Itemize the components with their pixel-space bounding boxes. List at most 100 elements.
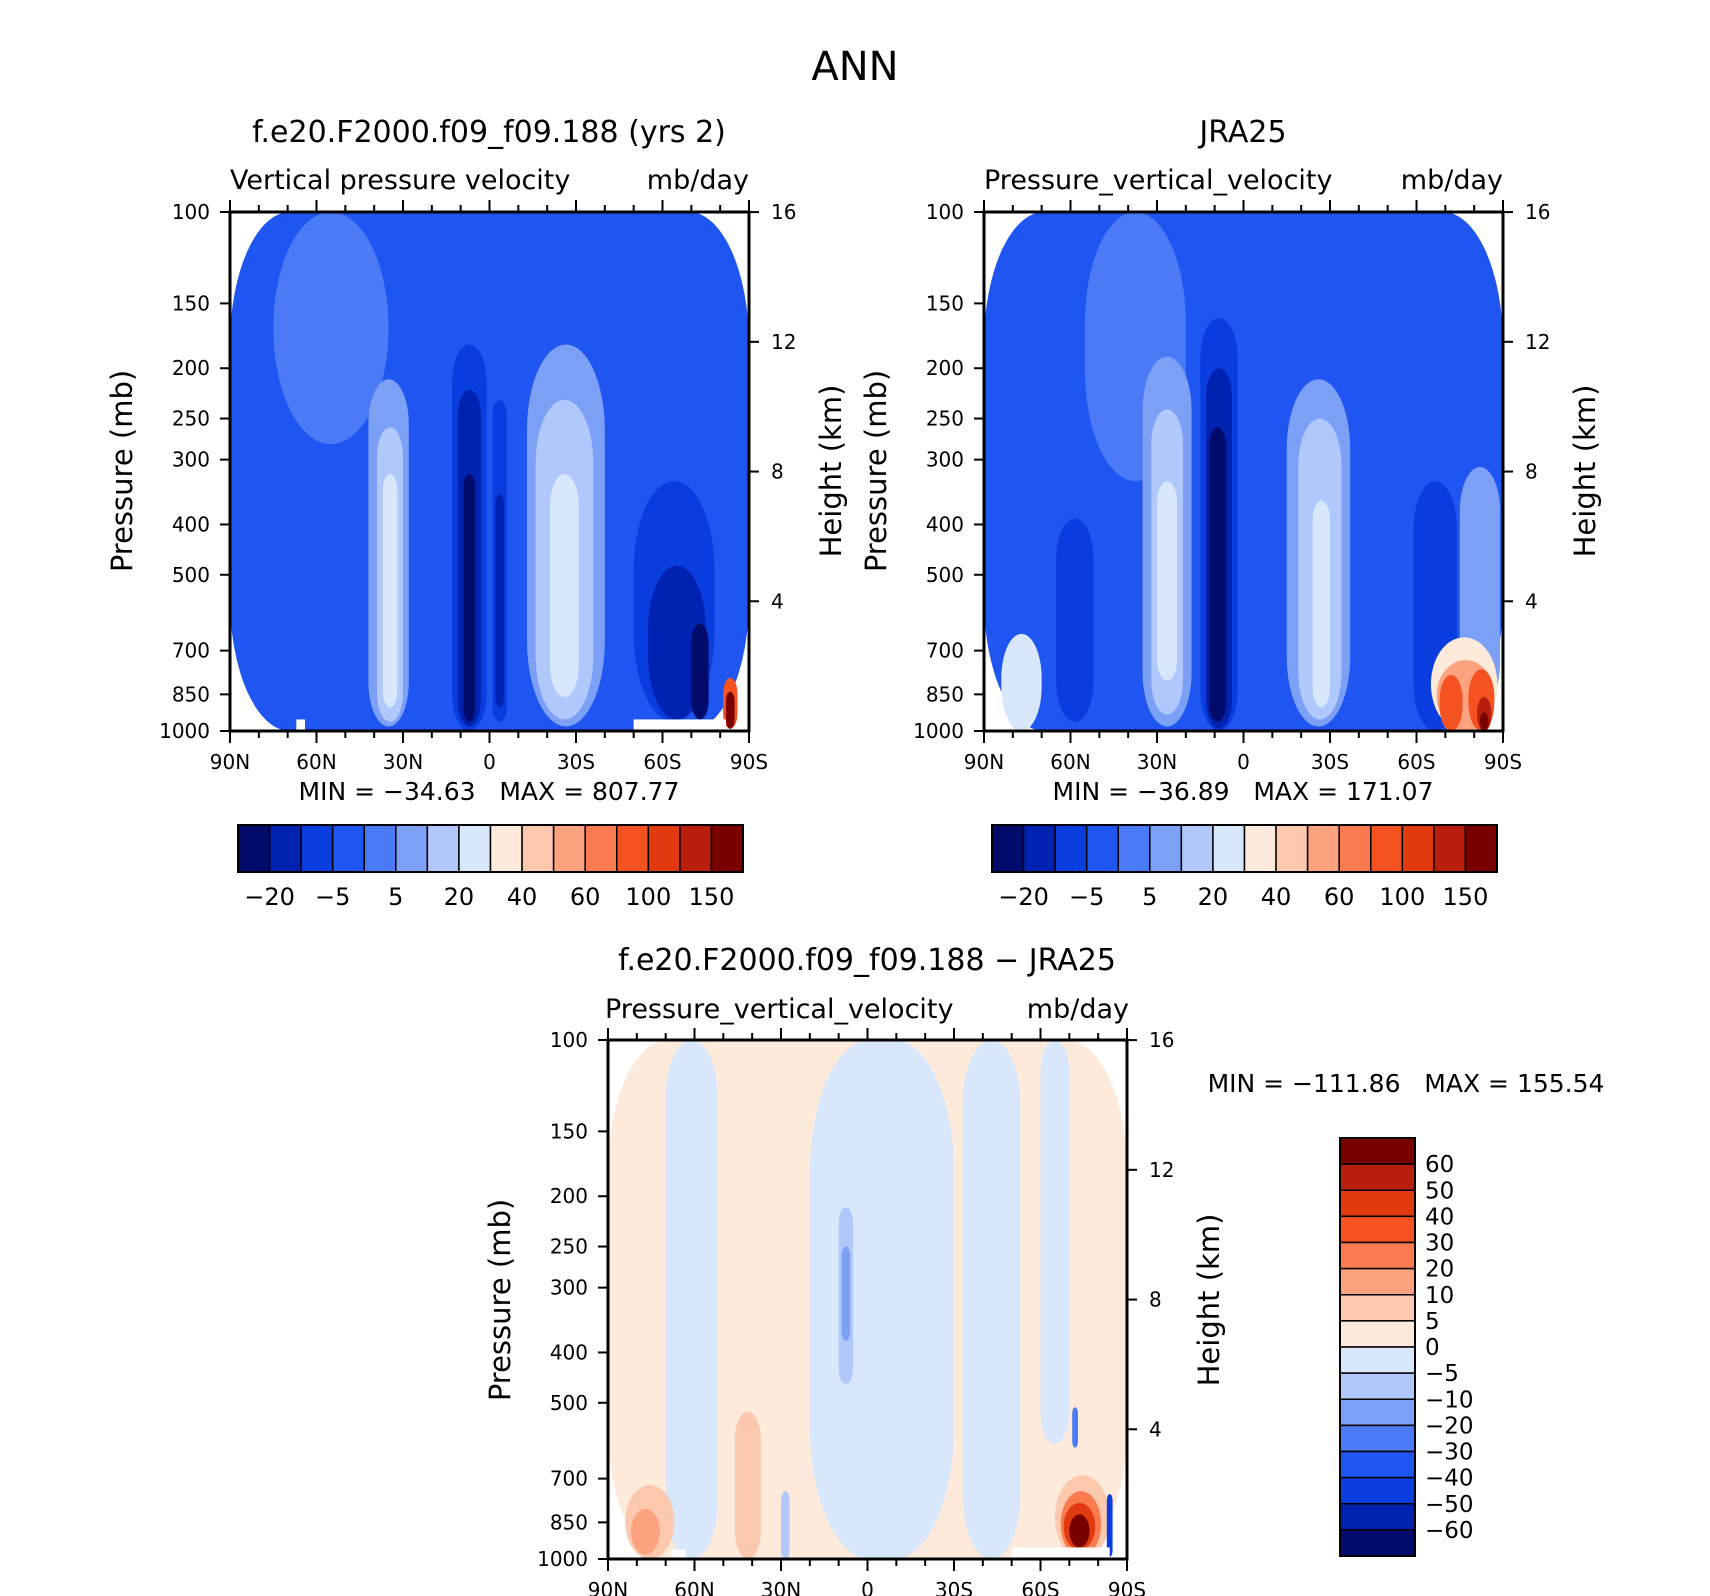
y2-tick-label: 4	[1149, 1417, 1162, 1441]
colorbar-label: −20	[1425, 1413, 1474, 1439]
colorbar-swatch	[521, 824, 555, 873]
y-tick-label: 850	[550, 1510, 588, 1534]
colorbar-swatch	[426, 824, 460, 873]
colorbar-swatch	[1339, 1529, 1416, 1557]
colorbar-swatch	[1339, 1163, 1416, 1191]
y-tick-label: 250	[172, 407, 210, 431]
colorbar-swatch	[1464, 824, 1498, 873]
x-tick-label: 0	[1237, 750, 1250, 774]
contour-region	[1056, 518, 1094, 722]
y-tick-label: 100	[550, 1028, 588, 1052]
x-tick-label: 30N	[1137, 750, 1177, 774]
panel-reanalysis: JRA25 Pressure_vertical_velocity mb/day …	[859, 115, 1602, 911]
contour-region	[809, 1040, 954, 1559]
y-tick-label: 150	[550, 1119, 588, 1143]
contour-region	[1312, 500, 1330, 708]
panel-difference-ylabel: Pressure (mb)	[483, 1199, 517, 1401]
x-tick-label: 60S	[1021, 1578, 1059, 1596]
colorbar-swatch	[1339, 1424, 1416, 1453]
x-tick-label: 60S	[1397, 750, 1435, 774]
y-tick-label: 400	[172, 512, 210, 536]
colorbar-label: 30	[1425, 1231, 1454, 1257]
colorbar-swatch	[1338, 824, 1372, 873]
panel-reanalysis-axes: 100 150 200 250 300 400 500 700 850 1000 16 12 8 4 90N…	[913, 200, 1550, 774]
colorbar-label: −5	[1069, 883, 1104, 911]
x-tick-label: 0	[861, 1578, 874, 1596]
colorbar-swatch	[1339, 1294, 1416, 1322]
panel-reanalysis-contours	[984, 212, 1503, 731]
contour-region	[665, 1040, 718, 1559]
colorbar-swatch	[616, 824, 650, 873]
contour-region	[1001, 633, 1042, 731]
panel-model-ylabel: Pressure (mb)	[105, 370, 139, 572]
x-tick-label: 90S	[1484, 750, 1522, 774]
y-tick-label: 300	[172, 448, 210, 472]
colorbar-swatch	[991, 824, 1025, 873]
colorbar-label: 5	[388, 883, 403, 911]
y-tick-label: 250	[926, 407, 964, 431]
colorbar-label: 100	[625, 883, 671, 911]
y-tick-label: 500	[550, 1391, 588, 1415]
figure-title: ANN	[811, 44, 898, 90]
panel-difference-y2label: Height (km)	[1192, 1214, 1226, 1387]
colorbar-swatch	[395, 824, 429, 873]
contour-region	[781, 1491, 790, 1559]
contour-region	[1040, 1040, 1070, 1444]
colorbar-swatch	[647, 824, 681, 873]
x-tick-label: 90N	[964, 750, 1004, 774]
y-tick-label: 200	[550, 1184, 588, 1208]
y-tick-label: 500	[926, 563, 964, 587]
colorbar-label: 5	[1142, 883, 1157, 911]
contour-region	[631, 1508, 660, 1555]
colorbar-label: −40	[1425, 1466, 1474, 1492]
y2-tick-label: 8	[1525, 460, 1538, 484]
colorbar-swatch	[1243, 824, 1277, 873]
colorbar-swatch	[331, 824, 365, 873]
colorbar-swatch	[1339, 1137, 1416, 1165]
contour-region	[841, 1246, 851, 1341]
panel-difference-axes: 100 150 200 250 300 400 500 700 850 1000 16 12 8 4 90N…	[537, 1028, 1174, 1596]
contour-region	[1072, 1407, 1078, 1448]
y-tick-label: 400	[550, 1340, 588, 1364]
colorbar-swatch	[1339, 1267, 1416, 1296]
colorbar-label: −20	[998, 883, 1049, 911]
colorbar-swatch	[679, 824, 713, 873]
y-tick-label: 300	[926, 448, 964, 472]
panel-model-subtitle: Vertical pressure velocity	[230, 165, 570, 196]
missing-data-mask	[633, 719, 726, 731]
panel-reanalysis-units: mb/day	[1401, 165, 1503, 196]
panel-model-y2label: Height (km)	[814, 385, 848, 558]
y-tick-label: 700	[172, 639, 210, 663]
colorbar-swatch	[1370, 824, 1404, 873]
colorbar-swatch	[1339, 1503, 1416, 1531]
colorbar-label: −60	[1425, 1518, 1474, 1544]
y-tick-label: 150	[172, 291, 210, 315]
x-tick-label: 60N	[674, 1578, 714, 1596]
colorbar-label: 50	[1425, 1178, 1454, 1204]
colorbar-label: 150	[689, 883, 735, 911]
colorbar-frame	[1339, 1137, 1416, 1557]
colorbar-swatch	[1180, 824, 1214, 873]
panel-reanalysis-ylabel: Pressure (mb)	[859, 370, 893, 572]
y-tick-label: 850	[172, 682, 210, 706]
panel-model-plot	[230, 212, 749, 731]
colorbar-label: 40	[1261, 883, 1292, 911]
colorbar-label: 40	[507, 883, 538, 911]
contour-region	[382, 474, 398, 708]
panel-model-title: f.e20.F2000.f09_f09.188 (yrs 2)	[252, 115, 726, 150]
colorbar-swatch	[1339, 1398, 1416, 1427]
missing-data-mask	[296, 719, 305, 731]
x-tick-label: 60S	[643, 750, 681, 774]
colorbar-label: 20	[1425, 1257, 1454, 1283]
x-tick-label: 60N	[1050, 750, 1090, 774]
y-tick-label: 400	[926, 512, 964, 536]
colorbar-swatch	[489, 824, 523, 873]
x-tick-label: 30S	[1311, 750, 1349, 774]
missing-data-mask	[1011, 1547, 1110, 1559]
x-tick-label: 30N	[383, 750, 423, 774]
contour-region	[1069, 1514, 1090, 1548]
colorbar-swatch	[458, 824, 492, 873]
x-tick-label: 90S	[1108, 1578, 1146, 1596]
y-tick-label: 1000	[913, 719, 964, 743]
